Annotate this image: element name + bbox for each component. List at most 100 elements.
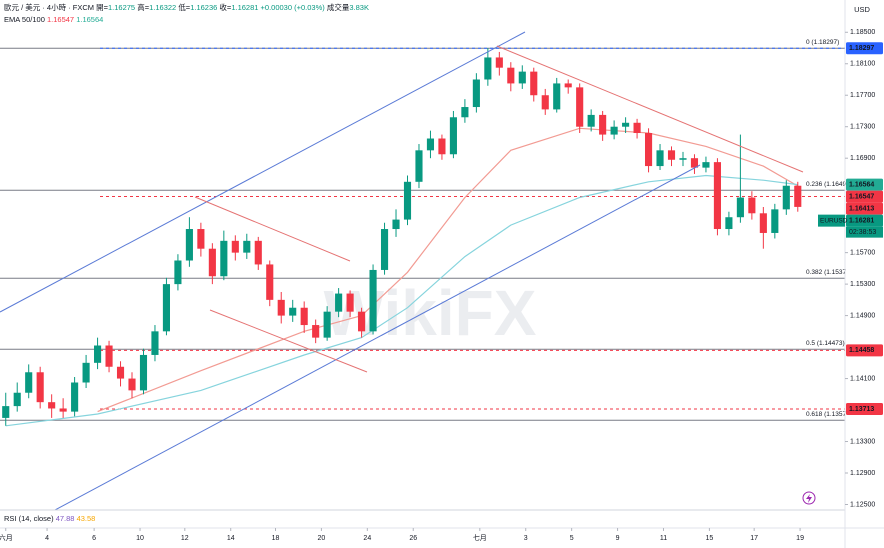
alert-icon-bolt <box>806 494 812 503</box>
price-tag <box>846 403 883 416</box>
price-tag <box>846 214 883 227</box>
candle-body <box>736 197 744 218</box>
channel-upper <box>0 31 526 313</box>
candle-body <box>507 67 515 84</box>
candle-body <box>266 264 274 300</box>
price-tag-label: 1.16413 <box>849 205 874 212</box>
ema-label: EMA 50/100 <box>4 15 45 24</box>
candle-body <box>415 150 423 182</box>
candle-body <box>541 95 549 110</box>
x-tick-label: 12 <box>181 535 189 542</box>
fib-label: 0.382 (1.1537 <box>806 269 847 276</box>
candle-body <box>759 213 767 233</box>
x-tick-label: 9 <box>616 535 620 542</box>
candle-body <box>610 126 618 135</box>
candle-body <box>300 307 308 326</box>
x-tick-label: 19 <box>796 535 804 542</box>
ema-legend: EMA 50/100 1.16547 1.16564 <box>4 15 103 24</box>
header: 歐元 / 美元 · 4小時 · FXCM 開=1.16275 高=1.16322… <box>4 2 369 12</box>
candle-body <box>794 185 802 207</box>
field-value: 1.16275 <box>108 3 135 12</box>
candle-body <box>82 362 90 383</box>
candle-body <box>48 402 56 409</box>
candle-body <box>380 229 389 270</box>
field-value: 1.16322 <box>149 3 176 12</box>
candle-body <box>633 122 641 134</box>
candle-body <box>553 83 561 110</box>
candle-body <box>782 185 790 210</box>
candle-body <box>71 382 79 412</box>
x-tick-label: 6 <box>92 535 96 542</box>
rsi-value: 43.58 <box>77 514 96 523</box>
candle-body <box>2 406 10 418</box>
x-tick-label: 20 <box>318 535 326 542</box>
ema-line <box>5 174 798 427</box>
candle-body <box>484 57 492 80</box>
candle-body <box>220 240 228 277</box>
price-tag <box>846 190 883 203</box>
x-tick-label: 15 <box>705 535 713 542</box>
candle-body <box>59 408 67 412</box>
candle-body <box>748 197 756 214</box>
price-tag <box>846 344 883 357</box>
candle-body <box>438 138 446 155</box>
rsi-value: 47.88 <box>56 514 75 523</box>
candle-body <box>197 229 205 249</box>
candle-body <box>426 138 435 151</box>
fib-label: 0 (1.18297) <box>806 39 839 46</box>
y-tick-label: 1.17700 <box>850 92 875 99</box>
channel-lower <box>54 164 701 511</box>
x-tick-label: 10 <box>136 535 144 542</box>
trend-line <box>496 45 804 173</box>
candle-body <box>289 307 297 316</box>
candle-body <box>656 150 664 167</box>
fib-label: 0.236 (1.1649 <box>806 181 847 188</box>
candle-body <box>231 240 239 253</box>
price-tag <box>846 42 883 55</box>
fib-label: 0.618 (1.1357 <box>806 411 847 418</box>
candle-body <box>254 240 262 265</box>
candle-body <box>587 114 595 127</box>
legend-backdrop <box>0 0 360 27</box>
volume-label: 成交量 <box>327 2 350 12</box>
candle-body <box>162 284 171 332</box>
symbol-tag-label: EURUSD <box>820 217 848 224</box>
candle-body <box>667 150 676 160</box>
price-tag-label: 1.16564 <box>849 181 874 188</box>
rsi-label: RSI (14, close) <box>4 514 54 523</box>
candle-body <box>725 217 733 230</box>
field-key: 開= <box>96 3 108 12</box>
x-tick-label: 14 <box>227 535 235 542</box>
candle-body <box>243 240 251 253</box>
candle-body <box>151 331 159 355</box>
field-key: 高= <box>137 2 149 12</box>
countdown-tag <box>846 226 883 238</box>
price-tag <box>846 178 883 191</box>
x-tick-label: 24 <box>363 535 371 542</box>
flag-lower <box>209 309 368 373</box>
symbol: 歐元 / 美元 · 4小時 · FXCM <box>4 2 94 12</box>
y-tick-label: 1.15300 <box>850 281 875 288</box>
candle-body <box>277 299 285 316</box>
candle-body <box>94 345 102 363</box>
ema-line <box>97 127 799 413</box>
field-value: 1.16281 <box>231 3 258 12</box>
candle-body <box>449 117 457 155</box>
ema-value: 1.16564 <box>76 15 103 24</box>
x-tick-label: 七月 <box>473 533 487 542</box>
x-tick-label: 5 <box>570 535 574 542</box>
candle-body <box>564 83 572 88</box>
candle-body <box>461 107 469 118</box>
y-tick-label: 1.13300 <box>850 438 875 445</box>
y-tick-label: 1.12900 <box>850 470 875 477</box>
candle-body <box>358 311 366 332</box>
candle-body <box>472 79 480 108</box>
candle-body <box>690 158 699 168</box>
candle-body <box>312 325 320 338</box>
candle-body <box>622 122 630 127</box>
candle-body <box>530 71 538 96</box>
rsi-legend: RSI (14, close) 47.88 43.58 <box>4 514 95 523</box>
candle-body <box>139 354 148 391</box>
x-tick-label: 17 <box>750 535 758 542</box>
fib-label: 0.5 (1.14473) <box>806 340 845 347</box>
